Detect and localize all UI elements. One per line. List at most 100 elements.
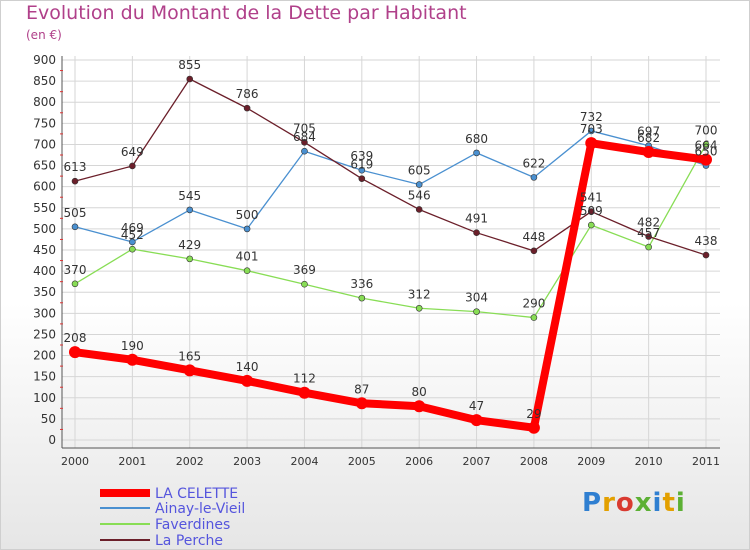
series-line-ainay-le-vieil: [74, 130, 707, 243]
data-label: 786: [236, 87, 259, 101]
data-label: 29: [526, 407, 541, 421]
x-tick-label: 2002: [176, 455, 204, 468]
logo-letter: r: [602, 488, 616, 518]
data-point: [587, 208, 595, 215]
logo-letter: o: [615, 488, 635, 518]
y-tick-label: 800: [33, 95, 56, 109]
data-label: 705: [293, 121, 316, 135]
data-label: 47: [469, 399, 484, 413]
data-point: [645, 233, 652, 240]
data-label: 680: [465, 132, 488, 146]
data-label: 312: [408, 287, 431, 301]
data-label: 545: [178, 189, 201, 203]
y-tick-label: 900: [33, 53, 56, 67]
data-label: 622: [522, 156, 545, 170]
data-point: [243, 267, 251, 274]
data-point: [702, 251, 710, 259]
data-label: 304: [465, 291, 488, 305]
data-label: 401: [236, 250, 259, 264]
data-point: [358, 175, 366, 182]
data-label: 336: [350, 277, 373, 291]
data-label: 505: [64, 206, 87, 220]
data-label: 87: [354, 382, 369, 396]
y-tick-label: 250: [33, 327, 56, 341]
legend-label: Faverdines: [155, 517, 230, 533]
data-label: 165: [178, 349, 201, 363]
x-tick-label: 2003: [233, 455, 261, 468]
data-point: [530, 174, 538, 181]
data-point: [183, 364, 196, 377]
y-tick-label: 850: [33, 74, 56, 88]
x-tick-label: 2005: [348, 455, 376, 468]
chart-title: Evolution du Montant de la Dette par Hab…: [26, 2, 467, 24]
logo-letter: i: [652, 488, 663, 518]
y-tick-label: 750: [33, 116, 56, 130]
proxiti-logo: Proxiti: [582, 488, 686, 518]
data-point: [587, 127, 595, 135]
data-label: 80: [412, 385, 427, 399]
x-tick-label: 2006: [405, 455, 433, 468]
y-tick-label: 0: [48, 433, 56, 447]
data-label: 650: [695, 145, 718, 159]
data-point: [530, 314, 538, 321]
data-point: [301, 280, 308, 288]
data-point: [126, 353, 139, 366]
data-point: [530, 247, 538, 255]
y-tick-label: 400: [33, 264, 56, 278]
chart-unit: (en €): [26, 28, 62, 42]
y-tick-label: 350: [33, 285, 56, 299]
data-point: [700, 153, 712, 166]
y-tick-label: 500: [33, 222, 56, 236]
data-label: 649: [121, 145, 144, 159]
data-point: [71, 223, 79, 231]
data-label: 469: [121, 221, 144, 235]
data-point: [645, 243, 652, 251]
series-line-la-perche: [74, 78, 707, 256]
y-tick-label: 300: [33, 306, 56, 320]
data-point: [186, 255, 194, 263]
data-label: 452: [121, 228, 144, 242]
data-point: [243, 104, 251, 112]
data-point: [473, 308, 480, 315]
legend-label: Ainay-le-Vieil: [155, 501, 245, 517]
data-label: 682: [637, 131, 660, 145]
logo-letter: P: [582, 488, 603, 518]
data-label: 457: [637, 226, 660, 240]
data-label: 541: [580, 191, 603, 205]
data-label: 855: [178, 58, 201, 72]
data-label: 546: [408, 188, 431, 202]
logo-letter: t: [662, 488, 676, 518]
y-tick-label: 100: [33, 391, 56, 405]
data-point: [186, 75, 194, 83]
data-point: [527, 421, 540, 434]
data-label: 290: [522, 297, 545, 311]
data-label: 369: [293, 263, 316, 277]
legend-label: LA CELETTE: [155, 486, 238, 502]
data-label: 613: [64, 160, 87, 174]
data-label: 429: [178, 238, 201, 252]
y-tick-label: 600: [33, 180, 56, 194]
y-tick-label: 700: [33, 137, 56, 151]
x-tick-label: 2010: [635, 455, 663, 468]
data-point: [358, 166, 366, 174]
x-tick-label: 2011: [692, 455, 720, 468]
data-label: 605: [408, 164, 431, 178]
data-point: [129, 162, 136, 170]
data-label: 500: [236, 208, 259, 222]
x-tick-label: 2004: [290, 455, 318, 468]
logo-letter: i: [675, 488, 686, 518]
data-label: 700: [695, 123, 718, 137]
data-point: [129, 245, 136, 253]
y-tick-label: 550: [33, 201, 56, 215]
data-point: [415, 206, 423, 213]
data-point: [470, 414, 483, 427]
data-label: 190: [121, 339, 144, 353]
data-point: [241, 374, 254, 387]
data-point: [358, 294, 366, 302]
x-tick-label: 2008: [520, 455, 548, 468]
x-tick-label: 2007: [463, 455, 491, 468]
data-point: [415, 304, 423, 312]
data-point: [298, 386, 311, 399]
